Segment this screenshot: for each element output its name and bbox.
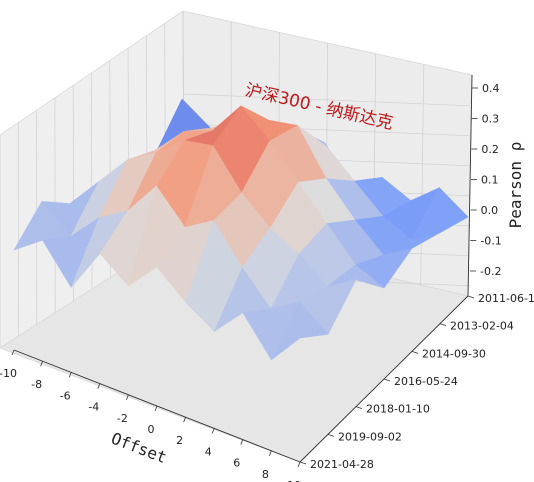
z-tick-label: 0.2 (481, 143, 499, 156)
y-tick-label: 2011-06-16 (478, 292, 534, 305)
x-tick-mark (297, 461, 301, 468)
y-tick-mark (355, 406, 363, 410)
x-tick-mark (269, 450, 272, 456)
tick-labels: -10 -8 -6 -4 -2 0 2 4 6 8 10 2011-06-16 2013-02-04 20… (0, 82, 534, 482)
x-tick-mark (154, 405, 158, 412)
z-tick-label: -0.1 (480, 235, 501, 248)
z-tick-label: 0.0 (481, 204, 499, 217)
y-tick-mark (439, 323, 447, 327)
z-tick-label: -0.2 (480, 265, 501, 278)
surface-mesh (13, 98, 469, 361)
x-tick-mark (126, 394, 129, 400)
y-tick-mark (327, 433, 335, 437)
x-tick-label: -8 (31, 378, 42, 391)
y-tick-label: 2013-02-04 (450, 320, 514, 333)
z-axis-title: Pearson ρ (506, 142, 525, 229)
surface-facet (271, 301, 329, 361)
x-tick-mark (183, 417, 186, 423)
x-tick-label: -6 (60, 389, 71, 402)
x-tick-label: -4 (88, 401, 99, 414)
x-tick-mark (68, 372, 72, 378)
x-tick-mark (240, 439, 244, 445)
y-tick-label: 2016-05-24 (394, 375, 458, 388)
x-tick-label: 4 (205, 445, 212, 458)
y-tick-label: 2021-04-28 (310, 458, 374, 471)
y-tick-label: 2018-01-10 (366, 403, 430, 416)
x-tick-label: -2 (117, 412, 128, 425)
z-tick-label: 0.4 (482, 82, 500, 95)
x-tick-mark (40, 361, 43, 367)
y-tick-mark (299, 461, 307, 465)
y-tick-mark (383, 378, 391, 382)
x-tick-mark (97, 383, 101, 389)
y-tick-label: 2014-09-30 (422, 347, 486, 360)
x-tick-label: 0 (148, 423, 155, 436)
z-axis-line (467, 74, 473, 297)
y-tick-label: 2019-09-02 (338, 430, 402, 443)
x-tick-label: 10 (287, 479, 301, 482)
x-axis-title: Offset (109, 429, 170, 467)
x-tick-label: 2 (176, 434, 183, 447)
y-tick-mark (467, 295, 475, 299)
right-pane-grid (420, 64, 425, 286)
z-tick-label: 0.3 (482, 113, 500, 126)
x-tick-label: 6 (233, 457, 240, 470)
y-tick-mark (411, 350, 419, 354)
x-tick-mark (11, 349, 15, 356)
z-tick-label: 0.1 (481, 174, 499, 187)
x-tick-label: -10 (0, 367, 17, 380)
x-tick-mark (211, 428, 215, 434)
x-tick-label: 8 (262, 468, 269, 481)
